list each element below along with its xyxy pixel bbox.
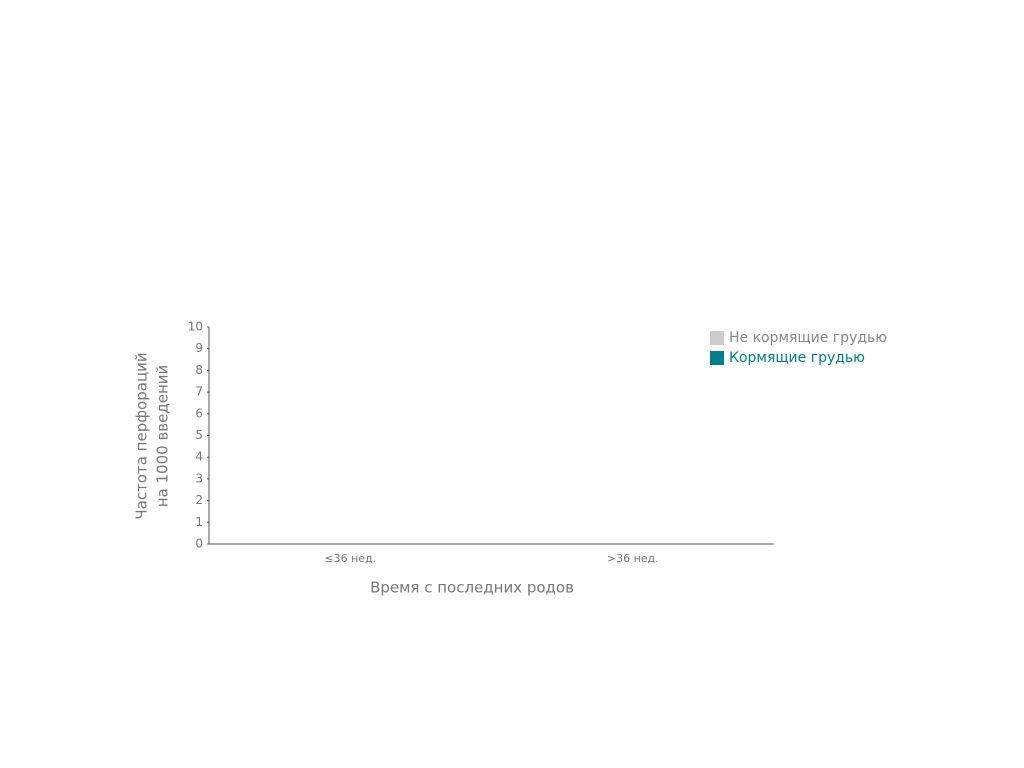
- y-axis-label: на 1000 введений: [154, 365, 172, 508]
- y-tick-label: 10: [188, 320, 203, 334]
- y-tick-label: 6: [195, 406, 203, 420]
- x-axis-label: Время с последних родов: [370, 579, 574, 597]
- y-tick-label: 1: [195, 515, 203, 529]
- y-tick-label: 2: [195, 493, 203, 507]
- legend-label: Не кормящие грудью: [729, 330, 887, 346]
- y-tick-label: 9: [195, 341, 203, 355]
- x-tick-label: >36 нед.: [607, 552, 659, 565]
- y-axis-label: Частота перфораций: [133, 352, 151, 519]
- y-tick-label: 0: [195, 537, 203, 551]
- y-tick-label: 4: [195, 450, 203, 464]
- x-tick-label: ≤36 нед.: [324, 552, 376, 565]
- y-tick-label: 8: [195, 363, 203, 377]
- y-tick-label: 7: [195, 385, 203, 399]
- legend-swatch: [710, 351, 724, 365]
- y-tick-label: 5: [195, 428, 203, 442]
- legend-label: Кормящие грудью: [729, 350, 865, 366]
- legend-swatch: [710, 331, 724, 345]
- y-tick-label: 3: [195, 471, 203, 485]
